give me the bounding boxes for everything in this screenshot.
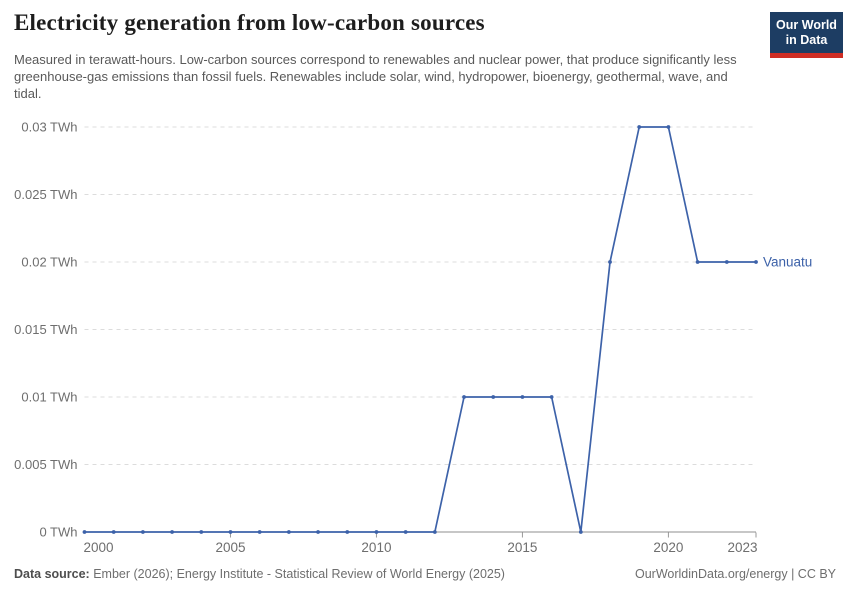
series-end-label-vanuatu: Vanuatu — [763, 255, 812, 270]
data-point — [140, 530, 145, 534]
data-point — [520, 395, 525, 399]
data-point — [257, 530, 262, 534]
x-axis-tick-label: 2015 — [507, 540, 537, 555]
data-point — [345, 530, 350, 534]
data-point — [228, 530, 233, 534]
x-axis-tick-label: 2023 — [727, 540, 757, 555]
y-axis-tick-label: 0.02 TWh — [21, 255, 77, 270]
data-point — [462, 395, 466, 399]
x-axis-tick-label: 2005 — [215, 540, 245, 555]
owid-logo: Our World in Data — [770, 12, 843, 58]
owid-logo-line2: in Data — [785, 33, 828, 47]
y-axis-tick-label: 0.005 TWh — [14, 457, 77, 472]
data-point — [286, 530, 291, 534]
x-axis-tick-label: 2000 — [84, 540, 114, 555]
chart-footer: Data source: Ember (2026); Energy Instit… — [14, 567, 836, 581]
data-point — [491, 395, 496, 399]
data-point — [666, 125, 671, 129]
x-axis-tick-label: 2020 — [653, 540, 683, 555]
data-source-text: Ember (2026); Energy Institute - Statist… — [89, 567, 505, 581]
line-series-vanuatu — [83, 126, 757, 533]
credit-link[interactable]: OurWorldinData.org/energy | CC BY — [634, 567, 836, 581]
page-title: Electricity generation from low-carbon s… — [14, 10, 485, 35]
data-point — [170, 530, 174, 534]
data-point — [403, 530, 408, 534]
data-point — [432, 530, 437, 534]
data-point — [111, 530, 116, 534]
data-source-note: Data source: Ember (2026); Energy Instit… — [14, 567, 505, 581]
y-axis-tick-label: 0.01 TWh — [21, 390, 77, 405]
data-point — [608, 260, 612, 264]
data-point — [637, 125, 642, 129]
data-point — [82, 530, 87, 534]
chart-subtitle: Measured in terawatt-hours. Low-carbon s… — [14, 52, 737, 101]
data-point — [199, 530, 204, 534]
data-point — [724, 260, 729, 264]
data-point — [316, 530, 320, 534]
data-point — [374, 530, 379, 534]
x-axis-tick-label: 2010 — [361, 540, 391, 555]
y-axis-tick-label: 0 TWh — [39, 525, 77, 540]
data-point — [754, 260, 758, 264]
y-axis-tick-label: 0.025 TWh — [14, 187, 77, 202]
y-axis-tick-label: 0.03 TWh — [21, 120, 77, 135]
owid-logo-line1: Our World — [776, 18, 837, 32]
data-point — [695, 260, 700, 264]
data-source-label: Data source: — [14, 567, 90, 581]
data-point — [549, 395, 554, 399]
data-point — [578, 530, 583, 534]
y-axis-tick-label: 0.015 TWh — [14, 322, 77, 337]
